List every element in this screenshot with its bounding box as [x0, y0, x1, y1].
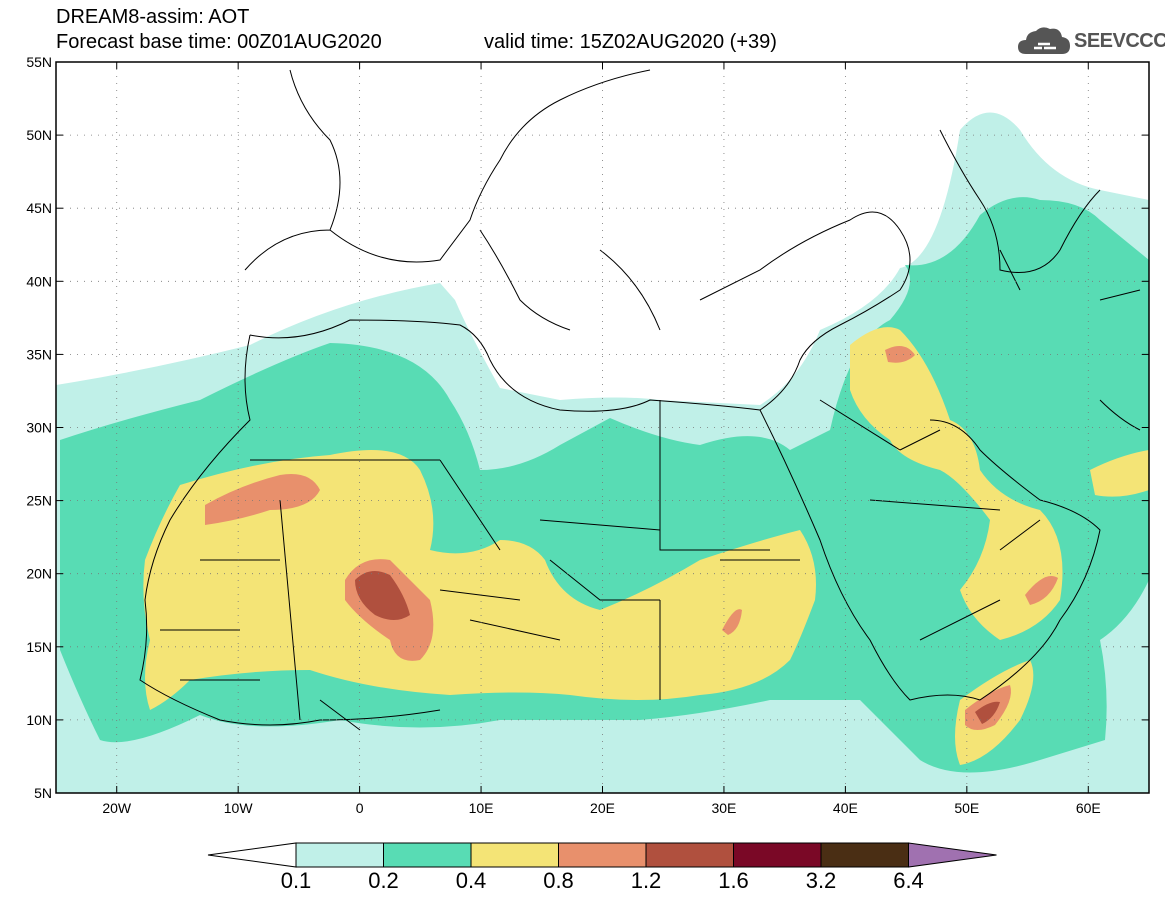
lat-label: 15N — [26, 639, 52, 655]
cloud-icon — [1018, 27, 1070, 54]
lat-label: 5N — [34, 785, 52, 801]
lat-label: 20N — [26, 566, 52, 582]
longitude-labels: 20W 10W 0 10E 20E 30E 40E 50E 60E — [102, 800, 1100, 816]
map-title: DREAM8-assim: AOT — [56, 6, 250, 28]
lat-label: 35N — [26, 346, 52, 362]
aot-band-0.8 — [205, 474, 320, 525]
lon-label: 20E — [590, 800, 615, 816]
colorbar-segment — [295, 842, 384, 868]
colorbar — [207, 842, 997, 868]
lon-label: 10E — [469, 800, 494, 816]
lon-label: 50E — [954, 800, 979, 816]
colorbar-under — [207, 842, 297, 868]
colorbar-label: 3.2 — [805, 868, 837, 893]
lat-label: 25N — [26, 493, 52, 509]
colorbar-label: 6.4 — [893, 868, 924, 893]
axis-ticks — [56, 61, 1149, 794]
forecast-base-time: Forecast base time: 00Z01AUG2020 — [56, 31, 382, 53]
lat-label: 30N — [26, 420, 52, 436]
colorbar-segment — [558, 842, 647, 868]
lat-label: 50N — [26, 127, 52, 143]
lon-label: 60E — [1076, 800, 1101, 816]
coastlines — [139, 69, 1141, 731]
aot-band-0.8-iraq — [885, 346, 915, 363]
logo-text: SEEVCCC — [1074, 30, 1165, 52]
seevccc-logo: SEEVCCC — [1016, 24, 1165, 58]
colorbar-segment — [383, 842, 472, 868]
colorbar-label: 0.1 — [280, 868, 312, 893]
lon-label: 40E — [833, 800, 858, 816]
aot-band-0.4 — [143, 450, 817, 710]
lat-label: 55N — [26, 54, 52, 70]
colorbar-segment — [470, 842, 559, 868]
aot-band-0.4-arabian — [1090, 450, 1149, 497]
aot-band-0.8-oman — [1025, 576, 1058, 605]
latitude-labels: 55N 50N 45N 40N 35N 30N 25N 20N 15N 10N 5N — [26, 54, 52, 801]
colorbar-over — [908, 842, 997, 868]
colorbar-label: 1.2 — [630, 868, 662, 893]
lon-label: 0 — [356, 800, 364, 816]
aot-band-1.2 — [355, 571, 410, 620]
lon-label: 30E — [711, 800, 736, 816]
colorbar-label: 0.4 — [455, 868, 487, 893]
colorbar-segment — [820, 842, 909, 868]
colorbar-label: 0.8 — [543, 868, 574, 893]
aot-contours — [56, 112, 1149, 793]
graticule — [56, 62, 1149, 793]
lon-label: 20W — [102, 800, 132, 816]
valid-time: valid time: 15Z02AUG2020 (+39) — [484, 31, 777, 53]
lon-label: 10W — [224, 800, 254, 816]
lat-label: 45N — [26, 200, 52, 216]
colorbar-segment — [645, 842, 734, 868]
lat-label: 40N — [26, 273, 52, 289]
aot-band-1.2-horn — [975, 701, 1000, 724]
lat-label: 10N — [26, 712, 52, 728]
colorbar-label: 1.6 — [718, 868, 749, 893]
colorbar-segment — [733, 842, 822, 868]
aot-band-0.8-chad — [722, 609, 742, 635]
colorbar-label: 0.2 — [368, 868, 399, 893]
aot-band-0.4-east — [850, 327, 1063, 640]
